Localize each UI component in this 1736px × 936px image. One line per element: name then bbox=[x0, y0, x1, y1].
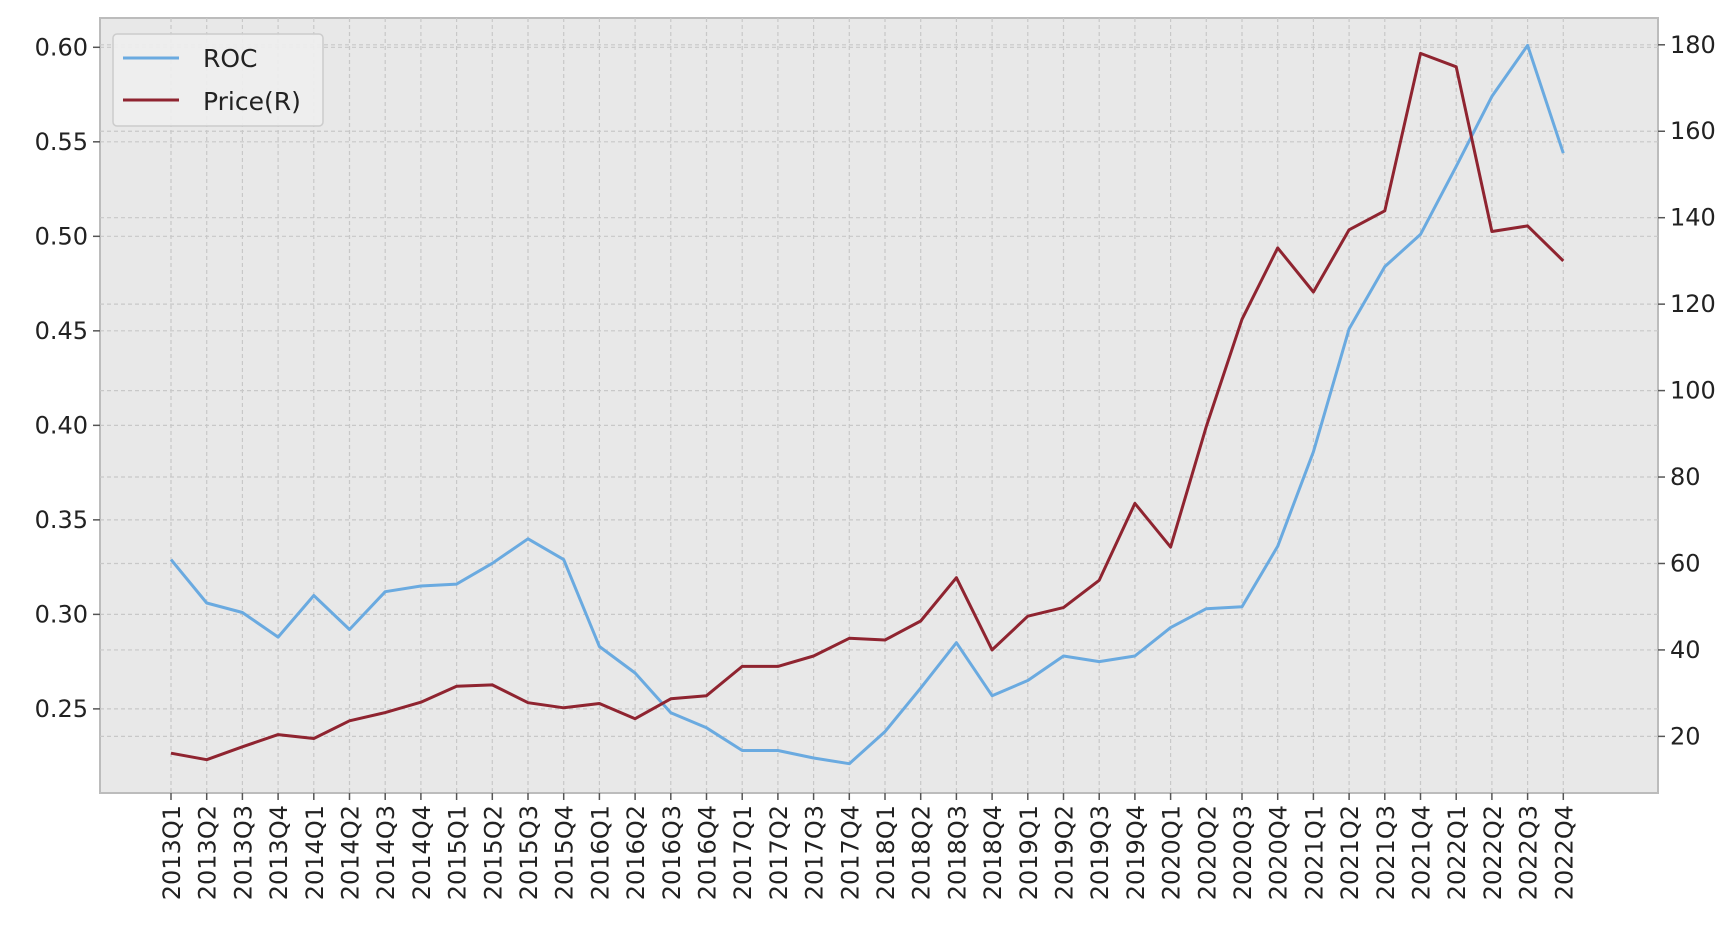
x-tick-label: 2017Q1 bbox=[729, 805, 757, 900]
x-tick-label: 2014Q2 bbox=[337, 805, 365, 900]
left-y-tick-label: 0.30 bbox=[35, 600, 88, 628]
x-tick-label: 2017Q3 bbox=[801, 805, 829, 900]
x-tick-label: 2018Q3 bbox=[943, 805, 971, 900]
x-tick-label: 2015Q3 bbox=[515, 805, 543, 900]
x-tick-label: 2013Q4 bbox=[265, 805, 293, 900]
x-tick-label: 2019Q2 bbox=[1051, 805, 1079, 900]
x-tick-label: 2017Q2 bbox=[765, 805, 793, 900]
x-tick-label: 2018Q2 bbox=[908, 805, 936, 900]
x-tick-label: 2021Q2 bbox=[1336, 805, 1364, 900]
x-tick-label: 2015Q1 bbox=[444, 805, 472, 900]
roc-series-line bbox=[169, 43, 1565, 766]
x-tick-label: 2017Q4 bbox=[836, 805, 864, 900]
left-y-tick-label: 0.60 bbox=[35, 33, 88, 61]
x-tick-label: 2020Q4 bbox=[1265, 805, 1293, 900]
x-tick-label: 2019Q3 bbox=[1086, 805, 1114, 900]
left-y-axis: 0.25 0.30 0.35 0.40 0.45 0.50 0.55 0.60 bbox=[35, 33, 100, 723]
x-tick-label: 2013Q3 bbox=[229, 805, 257, 900]
left-y-tick-label: 0.55 bbox=[35, 128, 88, 156]
x-tick-label: 2019Q4 bbox=[1122, 805, 1150, 900]
x-tick-label: 2022Q3 bbox=[1515, 805, 1543, 900]
x-tick-label: 2021Q1 bbox=[1300, 805, 1328, 900]
x-tick-label: 2016Q3 bbox=[658, 805, 686, 900]
right-y-tick-label: 80 bbox=[1670, 463, 1701, 491]
x-tick-label: 2022Q1 bbox=[1443, 805, 1471, 900]
x-tick-label: 2020Q1 bbox=[1158, 805, 1186, 900]
series-lines bbox=[169, 43, 1565, 766]
legend-label-price: Price(R) bbox=[203, 87, 301, 116]
x-tick-label: 2013Q2 bbox=[194, 805, 222, 900]
grid-lines bbox=[100, 18, 1658, 793]
x-tick-label: 2014Q4 bbox=[408, 805, 436, 900]
right-y-tick-label: 100 bbox=[1670, 377, 1716, 405]
x-tick-label: 2019Q1 bbox=[1015, 805, 1043, 900]
left-y-tick-label: 0.50 bbox=[35, 222, 88, 250]
x-tick-label: 2014Q3 bbox=[372, 805, 400, 900]
left-y-tick-label: 0.40 bbox=[35, 411, 88, 439]
x-tick-label: 2016Q2 bbox=[622, 805, 650, 900]
x-tick-label: 2014Q1 bbox=[301, 805, 329, 900]
right-y-tick-label: 160 bbox=[1670, 117, 1716, 145]
right-y-axis: 20 40 60 80 100 120 140 160 180 bbox=[1658, 31, 1716, 750]
right-y-tick-label: 20 bbox=[1670, 722, 1701, 750]
right-y-tick-label: 40 bbox=[1670, 636, 1701, 664]
left-y-tick-label: 0.25 bbox=[35, 695, 88, 723]
right-y-tick-label: 140 bbox=[1670, 204, 1716, 232]
right-y-tick-label: 60 bbox=[1670, 549, 1701, 577]
x-tick-label: 2018Q4 bbox=[979, 805, 1007, 900]
plot-area-background bbox=[99, 17, 1659, 794]
right-y-tick-label: 180 bbox=[1670, 31, 1716, 59]
legend-label-roc: ROC bbox=[203, 44, 258, 73]
left-y-tick-label: 0.35 bbox=[35, 506, 88, 534]
x-tick-label: 2020Q3 bbox=[1229, 805, 1257, 900]
price-series-line bbox=[170, 51, 1565, 762]
legend: ROC Price(R) bbox=[112, 33, 324, 127]
x-tick-label: 2015Q2 bbox=[479, 805, 507, 900]
x-tick-label: 2016Q4 bbox=[694, 805, 722, 900]
x-tick-label: 2022Q4 bbox=[1550, 805, 1578, 900]
x-axis: 2013Q1 2013Q2 2013Q3 2013Q4 2014Q1 2014Q2 2014… bbox=[158, 793, 1578, 900]
x-tick-label: 2021Q4 bbox=[1408, 805, 1436, 900]
x-tick-label: 2022Q2 bbox=[1479, 805, 1507, 900]
left-y-tick-label: 0.45 bbox=[35, 317, 88, 345]
right-y-tick-label: 120 bbox=[1670, 290, 1716, 318]
x-tick-label: 2015Q4 bbox=[551, 805, 579, 900]
x-tick-label: 2018Q1 bbox=[872, 805, 900, 900]
x-tick-label: 2013Q1 bbox=[158, 805, 186, 900]
x-tick-label: 2016Q1 bbox=[586, 805, 614, 900]
x-tick-label: 2021Q3 bbox=[1372, 805, 1400, 900]
x-tick-label: 2020Q2 bbox=[1193, 805, 1221, 900]
